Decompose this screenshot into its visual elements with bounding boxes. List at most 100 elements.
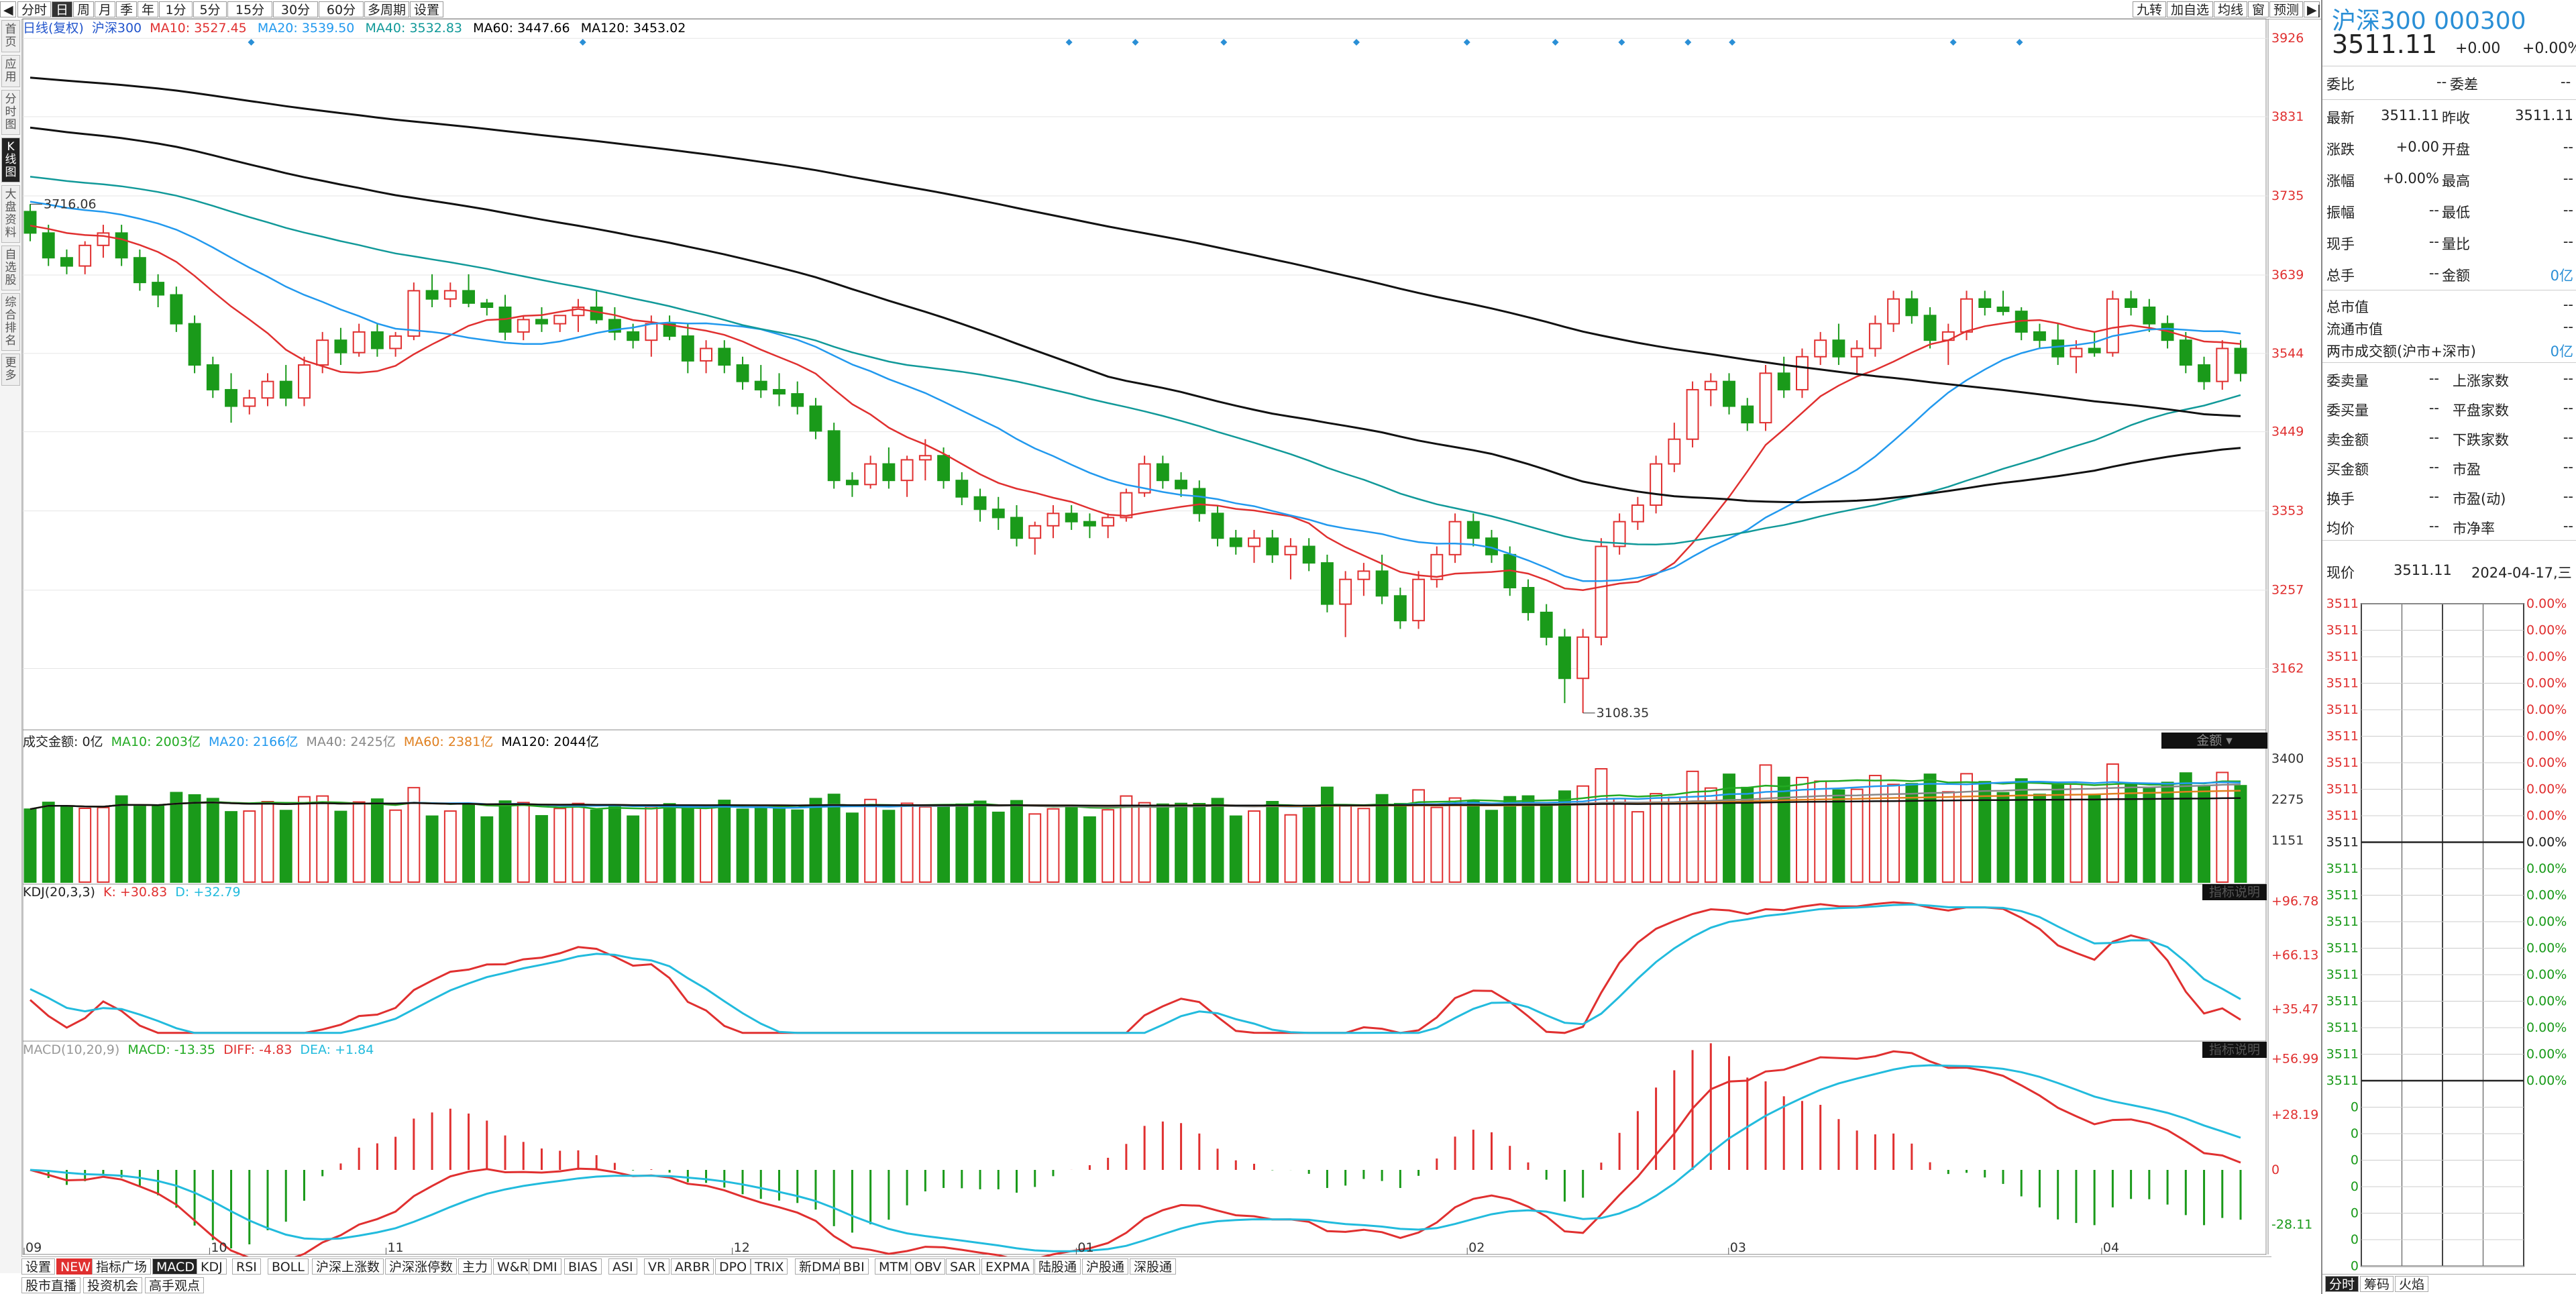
pane-frame-3 (22, 1040, 2267, 1255)
left-tab-5[interactable]: 自选股 (1, 246, 20, 290)
indicator-tab-16[interactable]: DPO (715, 1258, 751, 1275)
volume-bar (973, 800, 987, 883)
price-axis-label: 3353 (2271, 504, 2304, 519)
candle-body (2033, 331, 2046, 341)
price-axis-label: 3544 (2271, 346, 2304, 361)
indicator-tab-25[interactable]: 沪股通 (1082, 1258, 1129, 1275)
indicator-tab-12[interactable]: BIAS (564, 1258, 602, 1275)
period-button-4[interactable]: 季 (116, 1, 137, 17)
period-button-5[interactable]: 年 (138, 1, 158, 17)
signal-marker (1132, 39, 1139, 46)
period-button-7[interactable]: 5分 (193, 1, 227, 17)
indicator-tab-5[interactable]: RSI (232, 1258, 261, 1275)
toolbar-right-button-1[interactable]: 窗 (2248, 1, 2269, 17)
candle-body (243, 397, 256, 407)
left-tab-2[interactable]: 分时图 (1, 90, 20, 135)
indicator-tab-22[interactable]: SAR (946, 1258, 980, 1275)
kline-chart[interactable]: 3926 3831 3735 3639 3544 3449 3353 3257 3162 3716… (0, 0, 2321, 1294)
intraday-price-label: 3511 (2326, 835, 2359, 850)
indicator-tab-13[interactable]: ASI (608, 1258, 637, 1275)
period-button-10[interactable]: 60分 (319, 1, 364, 17)
toolbar-right-button-0[interactable]: 预测 (2269, 1, 2303, 17)
volume-amount-tag[interactable]: 金额 ▾ (2161, 733, 2267, 749)
intraday-price-label: 3511 (2326, 808, 2359, 823)
indicator-tab-7[interactable]: 沪深上涨数 (312, 1258, 384, 1275)
indicator-tab-19[interactable]: BBI (839, 1258, 869, 1275)
volume-bar (279, 810, 292, 883)
indicator-tab-17[interactable]: TRIX (751, 1258, 788, 1275)
indicator-tab-11[interactable]: DMI (529, 1258, 561, 1275)
indicator-tab-6[interactable]: BOLL (268, 1258, 309, 1275)
indicator-tab-9[interactable]: 主力 (458, 1258, 492, 1275)
volume-bar (1430, 806, 1444, 883)
indicator-tab-8[interactable]: 沪深涨停数 (385, 1258, 458, 1275)
indicator-tab-21[interactable]: OBV (910, 1258, 946, 1275)
back-arrow-icon[interactable]: ◀ (0, 1, 16, 17)
indicator-tab-10[interactable]: W&R (493, 1258, 533, 1275)
period-button-8[interactable]: 15分 (227, 1, 272, 17)
left-tab-0[interactable]: 首页 (1, 20, 20, 52)
candle-body (1065, 513, 1078, 523)
volume-bar (1193, 802, 1206, 883)
indicator-tab-20[interactable]: MTM (875, 1258, 913, 1275)
bottom-link-0[interactable]: 股市直播 (21, 1277, 81, 1293)
toolbar-right-button-4[interactable]: 九转 (2133, 1, 2166, 17)
indicator-tab-18[interactable]: 新DMA (795, 1258, 846, 1275)
weibi-row: 委比 -- 委差 -- (2322, 68, 2576, 95)
bottom-link-2[interactable]: 高手观点 (145, 1277, 205, 1293)
macd-legend-dea: DEA: +1.84 (300, 1042, 374, 1057)
indicator-tab-26[interactable]: 深股通 (1130, 1258, 1177, 1275)
volume-tag-text: 金额 (2196, 733, 2222, 748)
intraday-tab-1[interactable]: 筹码 (2360, 1276, 2394, 1292)
period-button-3[interactable]: 月 (95, 1, 115, 17)
candle-body (1759, 372, 1772, 424)
indicator-tab-4[interactable]: KDJ (197, 1258, 227, 1275)
volume-bar (1704, 787, 1717, 883)
indicator-tab-2[interactable]: 指标广场 (92, 1258, 152, 1275)
forward-arrow-icon[interactable]: ▶| (2304, 1, 2321, 17)
volume-bar (1723, 773, 1735, 883)
indicator-tab-3[interactable]: MACD (152, 1258, 199, 1275)
intraday-price-label: 3511 (2326, 1073, 2359, 1088)
intraday-chart[interactable]: 3511 3511 3511 3511 3511 3511 3511 3511 3511 3511… (2322, 590, 2576, 1271)
period-button-11[interactable]: 多周期 (364, 1, 409, 17)
candle-body (2198, 364, 2210, 382)
kdj-axis-label: +96.78 (2271, 894, 2318, 908)
volume-bar (1102, 809, 1115, 883)
quote-value: -- (2428, 233, 2439, 250)
period-button-2[interactable]: 周 (73, 1, 94, 17)
period-button-0[interactable]: 分时 (17, 1, 51, 17)
bottom-link-1[interactable]: 投资机会 (83, 1277, 143, 1293)
cap-value: -- (2563, 296, 2573, 313)
left-tab-1[interactable]: 应用 (1, 55, 20, 87)
intraday-tab-0[interactable]: 分时 (2325, 1276, 2359, 1292)
indicator-tab-15[interactable]: ARBR (671, 1258, 714, 1275)
macd-help-tag[interactable]: 指标说明 (2202, 1042, 2267, 1058)
indicator-tab-1[interactable]: NEW (56, 1258, 95, 1275)
left-tab-7[interactable]: 更多 (1, 354, 20, 386)
indicator-tab-23[interactable]: EXPMA (981, 1258, 1034, 1275)
volume-bar (1686, 770, 1699, 883)
candle-body (773, 388, 786, 395)
indicator-tab-0[interactable]: 设置 (21, 1258, 56, 1275)
period-button-1[interactable]: 日 (52, 1, 72, 17)
volume-bar (736, 808, 749, 883)
market-value: -- (2428, 518, 2439, 534)
toolbar-right-button-3[interactable]: 加自选 (2167, 1, 2213, 17)
intraday-tab-2[interactable]: 火焰 (2395, 1276, 2429, 1292)
candle-body (1668, 438, 1681, 465)
toolbar-right-button-2[interactable]: 均线 (2214, 1, 2247, 17)
left-tab-6[interactable]: 综合排名 (1, 293, 20, 351)
kdj-help-tag[interactable]: 指标说明 (2202, 884, 2267, 900)
candle-body (882, 463, 896, 482)
intraday-price-label: 3511 (2326, 967, 2359, 982)
period-button-12[interactable]: 设置 (410, 1, 443, 17)
candle-body (1412, 578, 1426, 622)
ma120-line (30, 76, 2241, 417)
left-tab-4[interactable]: 大盘资料 (1, 185, 20, 243)
indicator-tab-24[interactable]: 陆股通 (1034, 1258, 1081, 1275)
indicator-tab-14[interactable]: VR (644, 1258, 670, 1275)
period-button-6[interactable]: 1分 (159, 1, 193, 17)
period-button-9[interactable]: 30分 (273, 1, 318, 17)
